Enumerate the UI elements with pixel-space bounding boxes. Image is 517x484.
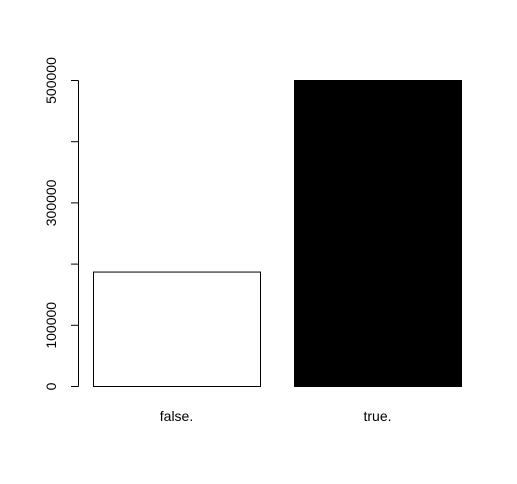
y-tick-label: 100000 bbox=[43, 302, 59, 349]
x-category-label: true. bbox=[363, 408, 391, 424]
bar-false bbox=[93, 271, 261, 387]
y-tick-label: 500000 bbox=[43, 57, 59, 104]
x-category-label: false. bbox=[160, 408, 193, 424]
bars-group bbox=[93, 80, 462, 387]
y-tick-label: 0 bbox=[43, 382, 59, 390]
x-axis: false. true. bbox=[160, 408, 392, 424]
bar-true bbox=[294, 80, 462, 387]
y-axis: 0 100000 300000 500000 bbox=[43, 57, 79, 390]
y-tick-label: 300000 bbox=[43, 179, 59, 226]
